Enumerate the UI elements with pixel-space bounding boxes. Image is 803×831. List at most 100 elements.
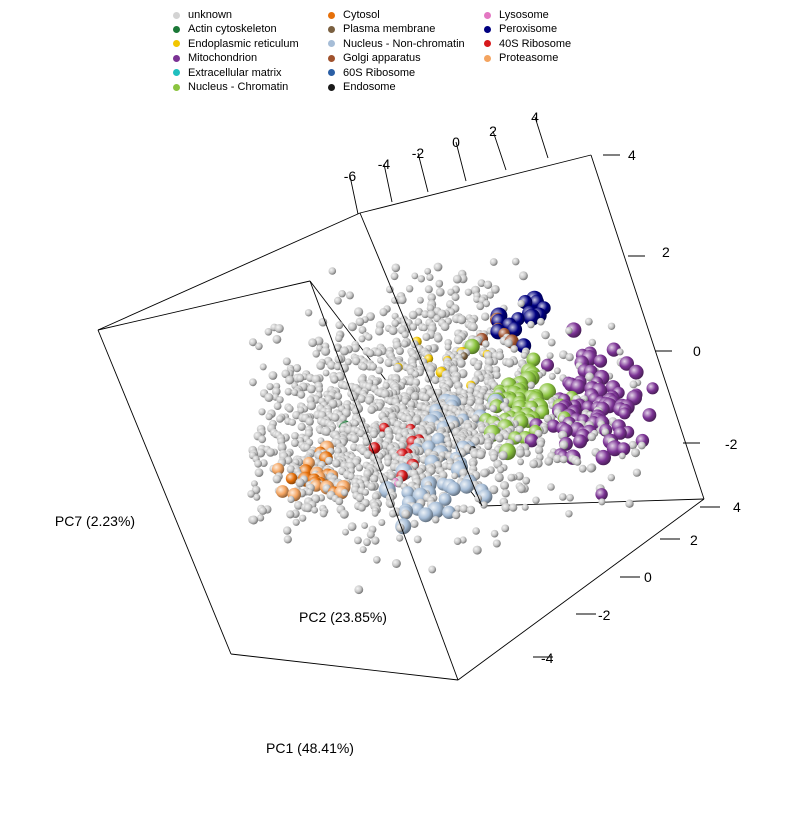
point-unknown (249, 378, 257, 387)
point-unknown (377, 357, 384, 364)
point-nucleus-non-chromatin (459, 479, 474, 494)
point-unknown (290, 439, 299, 447)
point-unknown (451, 472, 458, 480)
point-mitochondrion (628, 364, 644, 380)
point-unknown (258, 408, 266, 416)
point-unknown (364, 395, 374, 405)
x-tick-label: -6 (344, 168, 357, 184)
legend-item-endoplasmic-reticulum: Endoplasmic reticulum (173, 37, 299, 51)
point-unknown (473, 362, 482, 371)
x-axis-label: PC1 (48.41%) (266, 740, 354, 756)
point-unknown (384, 458, 392, 467)
point-unknown (276, 396, 284, 404)
point-unknown (504, 339, 513, 348)
point-unknown (435, 280, 443, 288)
point-unknown (501, 489, 510, 498)
box-edge (97, 280, 311, 331)
point-unknown (391, 559, 401, 568)
point-unknown (559, 440, 569, 450)
point-unknown (396, 534, 404, 542)
point-unknown (307, 401, 316, 411)
point-unknown (272, 334, 282, 344)
point-unknown (253, 493, 261, 501)
point-unknown (452, 510, 461, 520)
point-unknown (546, 352, 554, 360)
legend-marker (328, 11, 335, 19)
point-unknown (421, 324, 428, 332)
point-unknown (342, 528, 349, 536)
point-unknown (433, 262, 443, 272)
point-unknown (565, 510, 573, 518)
z-axis-label: PC7 (2.23%) (55, 513, 135, 529)
point-unknown (358, 503, 366, 512)
legend-item-peroxisome: Peroxisome (484, 22, 557, 36)
point-unknown (277, 442, 287, 452)
point-unknown (521, 503, 529, 511)
point-unknown (554, 367, 561, 375)
point-unknown (618, 452, 626, 460)
point-unknown (292, 411, 301, 420)
legend-item-unknown: unknown (173, 8, 232, 22)
point-unknown (456, 358, 466, 368)
point-unknown (373, 556, 381, 564)
point-unknown (369, 362, 377, 371)
x-tick-mark (383, 163, 393, 203)
point-unknown (257, 514, 265, 522)
point-unknown (273, 402, 282, 410)
point-unknown (354, 585, 364, 595)
point-unknown (517, 299, 525, 308)
point-unknown (573, 458, 582, 466)
point-unknown (369, 430, 378, 439)
point-unknown (254, 468, 264, 477)
point-unknown (427, 310, 436, 319)
point-unknown (476, 302, 485, 311)
point-unknown (296, 374, 305, 383)
box-edge (481, 498, 705, 507)
legend-label: Endosome (343, 81, 396, 93)
point-unknown (466, 505, 476, 515)
point-unknown (565, 353, 574, 362)
point-unknown (387, 500, 395, 508)
point-unknown (316, 361, 325, 370)
point-unknown (424, 285, 433, 294)
legend-label: Nucleus - Non-chromatin (343, 37, 465, 50)
point-unknown (472, 545, 482, 555)
point-unknown (266, 448, 275, 457)
point-peroxisome (523, 308, 541, 326)
point-unknown (483, 280, 493, 289)
legend-item-cytosol: Cytosol (328, 8, 380, 22)
point-unknown (527, 381, 535, 389)
point-unknown (453, 335, 463, 345)
point-unknown (371, 510, 379, 517)
point-unknown (459, 504, 468, 513)
point-unknown (501, 503, 511, 512)
box-edge (359, 212, 483, 507)
point-unknown (375, 366, 384, 375)
point-unknown (367, 405, 376, 414)
point-unknown (459, 468, 468, 478)
point-40s-ribosome (368, 442, 381, 454)
x-tick-mark (455, 141, 467, 182)
point-unknown (544, 456, 554, 466)
legend-item-plasma-membrane: Plasma membrane (328, 22, 435, 36)
point-unknown (303, 503, 313, 513)
legend-item-extracellular-matrix: Extracellular matrix (173, 66, 282, 80)
legend-label: 40S Ribosome (499, 37, 572, 50)
point-unknown (248, 338, 257, 347)
point-unknown (482, 300, 490, 308)
legend-label: unknown (188, 9, 233, 21)
legend-item-endosome: Endosome (328, 80, 396, 94)
point-unknown (523, 449, 531, 457)
point-unknown (339, 509, 349, 519)
box-edge (457, 498, 705, 681)
point-unknown (272, 474, 282, 484)
point-unknown (501, 524, 510, 533)
point-unknown (426, 304, 435, 313)
point-unknown (378, 519, 386, 526)
point-unknown (328, 267, 337, 275)
point-unknown (305, 417, 314, 426)
point-unknown (401, 331, 409, 339)
point-unknown (299, 514, 307, 522)
point-mitochondrion (595, 449, 611, 466)
point-unknown (358, 326, 367, 334)
